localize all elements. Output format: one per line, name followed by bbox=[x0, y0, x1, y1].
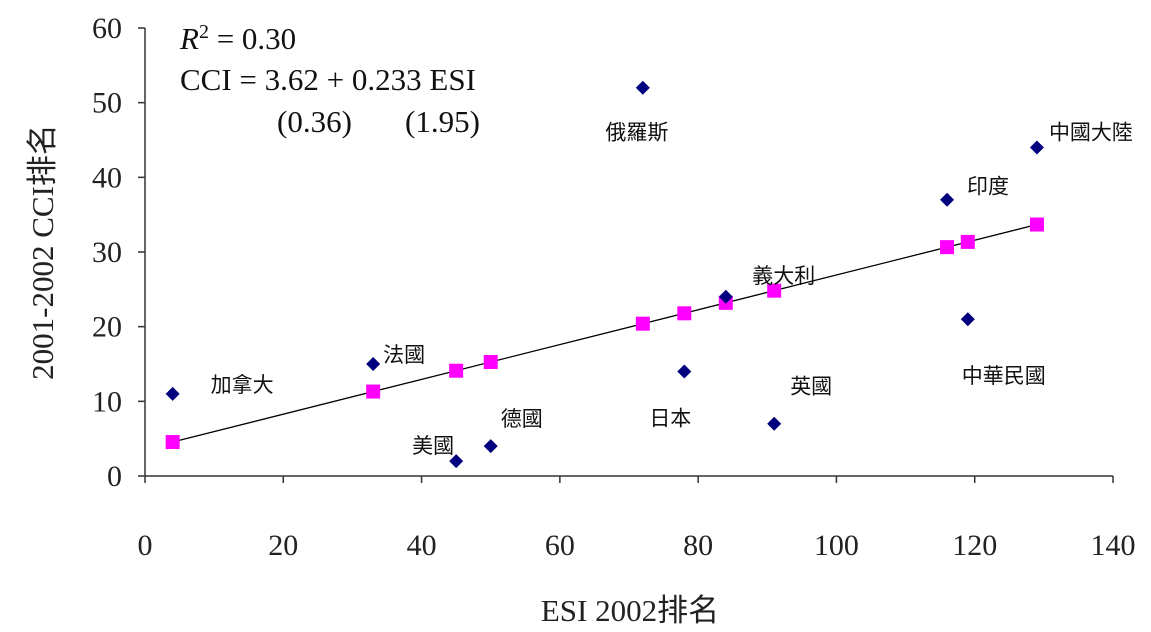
equation-annotation: R2 = 0.30 CCI = 3.62 + 0.233 ESI (0.36) … bbox=[179, 21, 480, 139]
point-label: 中華民國 bbox=[962, 364, 1046, 388]
x-tick-label: 140 bbox=[1091, 529, 1136, 562]
x-tick-label: 20 bbox=[268, 529, 298, 562]
fitted-square-marker bbox=[940, 240, 955, 255]
fitted-square-marker bbox=[483, 354, 498, 369]
x-tick-label: 80 bbox=[683, 529, 713, 562]
point-label: 法國 bbox=[383, 343, 425, 367]
x-tick-label: 60 bbox=[545, 529, 575, 562]
point-label: 俄羅斯 bbox=[605, 121, 668, 145]
point-label: 美國 bbox=[412, 434, 454, 458]
diamond-marker bbox=[718, 289, 733, 304]
y-tick-label: 30 bbox=[92, 236, 122, 269]
diamond-marker bbox=[366, 357, 381, 371]
diamond-marker bbox=[960, 312, 975, 327]
y-axis-label: 2001-2002 CCI排名 bbox=[25, 124, 60, 380]
y-tick-label: 0 bbox=[107, 460, 122, 493]
diamond-marker bbox=[940, 192, 955, 207]
diamond-marker bbox=[677, 364, 692, 379]
x-tick-label: 120 bbox=[952, 529, 997, 562]
diamond-marker bbox=[165, 386, 180, 401]
regression-line-group bbox=[172, 223, 1038, 443]
y-tick-label: 40 bbox=[92, 161, 122, 194]
y-tick-label: 20 bbox=[92, 311, 122, 344]
y-tick-label: 50 bbox=[92, 87, 122, 120]
point-label: 印度 bbox=[967, 175, 1009, 199]
x-axis-label: ESI 2002排名 bbox=[541, 593, 719, 628]
fitted-square-marker bbox=[1029, 217, 1044, 232]
tick-labels: 0 20 40 60 80 100 120 140 0 10 20 30 40 50 60 bbox=[92, 12, 1136, 562]
diamond-marker bbox=[635, 80, 650, 95]
point-label: 義大利 bbox=[752, 264, 815, 288]
x-tick-label: 100 bbox=[814, 529, 859, 562]
regression-line bbox=[172, 223, 1038, 443]
axes bbox=[138, 27, 1114, 483]
fitted-square-marker bbox=[960, 234, 975, 249]
diamond-marker bbox=[1029, 140, 1044, 155]
y-tick-label: 10 bbox=[92, 385, 122, 418]
point-label: 德國 bbox=[501, 407, 543, 431]
r-squared-text: R2 = 0.30 bbox=[179, 21, 296, 56]
fitted-square-marker bbox=[449, 363, 464, 378]
fitted-square-marker bbox=[635, 316, 650, 331]
point-label: 中國大陸 bbox=[1049, 120, 1133, 144]
diamond-marker bbox=[767, 416, 782, 431]
point-label: 日本 bbox=[649, 406, 691, 430]
x-tick-label: 0 bbox=[138, 529, 153, 562]
point-label: 加拿大 bbox=[211, 373, 274, 397]
diamond-marker bbox=[483, 439, 498, 454]
slope-se-text: (1.95) bbox=[405, 104, 480, 139]
fitted-square-marker bbox=[366, 384, 381, 399]
fitted-square-marker bbox=[677, 306, 692, 321]
diamond-marker bbox=[449, 454, 464, 469]
fitted-square-marker bbox=[165, 435, 180, 450]
equation-text: CCI = 3.62 + 0.233 ESI bbox=[180, 62, 476, 97]
point-label: 英國 bbox=[790, 375, 832, 399]
x-tick-label: 40 bbox=[407, 529, 437, 562]
data-points bbox=[165, 80, 1044, 469]
intercept-se-text: (0.36) bbox=[277, 104, 352, 139]
y-tick-label: 60 bbox=[92, 12, 122, 45]
fitted-square-marker bbox=[767, 283, 782, 298]
